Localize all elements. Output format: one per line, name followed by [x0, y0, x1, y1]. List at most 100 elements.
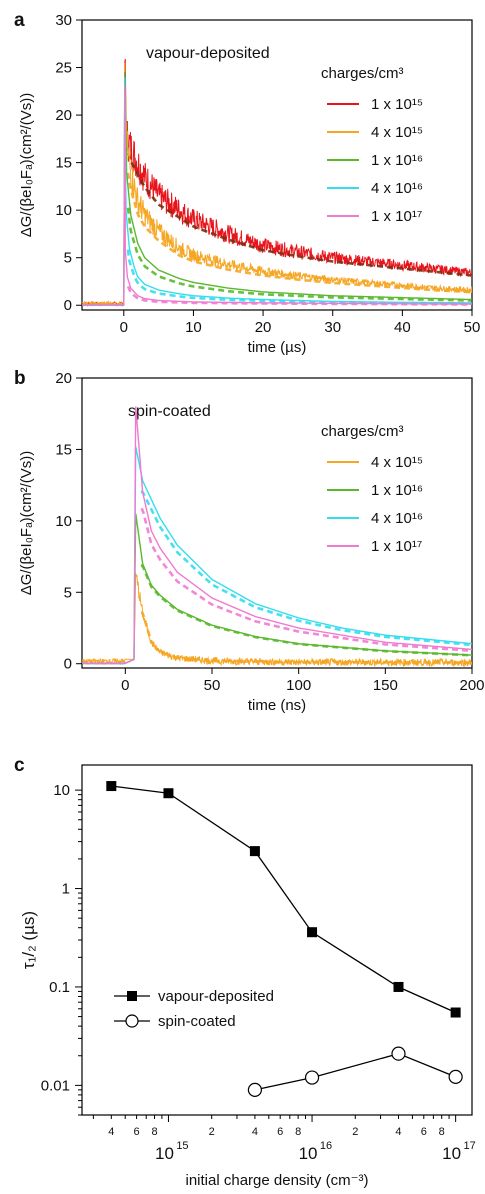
x-tick-label: 50: [204, 677, 221, 694]
x-major-tick-label: 10: [155, 1144, 174, 1163]
y-tick-label: 20: [55, 370, 72, 387]
y-tick-label: 10: [55, 513, 72, 530]
panel-annotation: vapour-deposited: [146, 45, 270, 62]
y-tick-label: 0: [64, 297, 72, 314]
fit-curve: [140, 508, 472, 653]
panel-label: a: [14, 10, 25, 31]
x-tick-label: 30: [324, 319, 341, 336]
x-tick-label: 0: [120, 319, 128, 336]
y-tick-label: 25: [55, 60, 72, 77]
y-tick-label: 0.01: [41, 1077, 70, 1094]
series-line: [254, 1053, 456, 1091]
fit-curve: [140, 490, 472, 647]
data-point: [304, 1070, 320, 1085]
fit-curve: [126, 207, 472, 302]
plot-frame: [81, 19, 473, 311]
panel-a: a 0 5 10 15 20 25 30 0 10 20 30 40 50 time (µs) ΔG/(βeI…: [14, 10, 480, 356]
series-line: [111, 785, 456, 1014]
data-point: [106, 781, 117, 792]
fit-curve: [140, 564, 472, 657]
y-axis-label: ΔG/(βeI₀Fₐ)(cm²/(Vs)): [18, 93, 35, 238]
x-axis-label: time (µs): [248, 339, 307, 356]
legend-entry: 1 x 10¹⁶: [371, 152, 423, 169]
series-line: [82, 58, 472, 307]
panel-annotation: spin-coated: [128, 403, 211, 420]
x-tick-label: 0: [121, 677, 129, 694]
data-point: [450, 1007, 461, 1018]
data-point: [163, 788, 174, 799]
x-major-tick-exponent: 15: [176, 1140, 188, 1152]
legend-entry: 4 x 10¹⁶: [371, 180, 423, 197]
legend-title: charges/cm³: [321, 423, 404, 440]
y-tick-label: 5: [64, 250, 72, 267]
series-line: [82, 406, 472, 665]
plot-frame: [81, 764, 473, 1116]
y-tick-label: 15: [55, 441, 72, 458]
legend-entry: 1 x 10¹⁷: [371, 208, 422, 225]
y-axis-label: ΔG/(βeI₀Fₐ)(cm²/(Vs)): [18, 451, 35, 596]
x-major-tick-label: 10: [442, 1144, 461, 1163]
x-axis-label: initial charge density (cm⁻³): [186, 1172, 369, 1189]
x-major-tick-exponent: 16: [320, 1140, 332, 1152]
series-line: [82, 446, 472, 665]
series-line: [82, 513, 472, 665]
y-tick-label: 10: [55, 202, 72, 219]
data-point: [249, 846, 260, 857]
y-tick-label: 20: [55, 107, 72, 124]
fit-curve: [140, 611, 472, 664]
x-tick-label: 10: [185, 319, 202, 336]
x-minor-tick-label: 8: [151, 1126, 157, 1138]
legend-entry: 1 x 10¹⁵: [371, 96, 423, 113]
x-minor-tick-label: 6: [277, 1126, 283, 1138]
x-minor-tick-label: 8: [295, 1126, 301, 1138]
x-minor-tick-label: 6: [421, 1126, 427, 1138]
series-line: [82, 572, 472, 668]
x-tick-label: 40: [394, 319, 411, 336]
fit-curve: [126, 285, 472, 306]
legend-entry: 1 x 10¹⁷: [371, 538, 422, 555]
legend-entry: spin-coated: [158, 1013, 236, 1030]
x-minor-tick-label: 4: [108, 1126, 114, 1138]
x-minor-tick-label: 2: [352, 1126, 358, 1138]
data-point: [393, 981, 404, 992]
legend-entry: vapour-deposited: [158, 988, 274, 1005]
x-minor-tick-label: 4: [395, 1126, 401, 1138]
y-tick-label: 0.1: [49, 979, 70, 996]
y-tick-label: 30: [55, 12, 72, 29]
y-tick-label: 1: [62, 881, 70, 898]
legend-title: charges/cm³: [321, 65, 404, 82]
x-tick-label: 100: [286, 677, 311, 694]
data-point: [448, 1069, 463, 1084]
data-point: [391, 1046, 406, 1061]
y-tick-label: 15: [55, 155, 72, 172]
legend-entry: 4 x 10¹⁵: [371, 454, 423, 471]
panel-label: b: [14, 368, 26, 389]
fit-curve: [126, 172, 472, 294]
fit-curve: [126, 152, 472, 277]
y-tick-label: 5: [64, 584, 72, 601]
x-axis-label: time (ns): [248, 697, 306, 714]
x-tick-label: 50: [464, 319, 481, 336]
series-line: [82, 76, 472, 307]
y-axis-label: τ₁/₂ (µs): [19, 911, 38, 969]
legend-marker: [127, 991, 137, 1001]
x-tick-label: 150: [373, 677, 398, 694]
legend-entry: 1 x 10¹⁶: [371, 482, 423, 499]
y-tick-label: 0: [64, 656, 72, 673]
series-line: [82, 72, 472, 307]
legend-marker: [125, 1014, 139, 1028]
x-minor-tick-label: 8: [439, 1126, 445, 1138]
plot-frame: [81, 377, 473, 669]
data-point: [307, 927, 318, 938]
data-point: [247, 1082, 263, 1097]
x-tick-label: 20: [255, 319, 272, 336]
panel-label: c: [14, 755, 25, 776]
y-tick-label: 10: [53, 782, 70, 799]
plot-area: [82, 58, 472, 307]
x-minor-tick-label: 2: [209, 1126, 215, 1138]
legend-entry: 4 x 10¹⁶: [371, 510, 423, 527]
x-minor-tick-label: 4: [252, 1126, 258, 1138]
x-tick-label: 200: [459, 677, 484, 694]
